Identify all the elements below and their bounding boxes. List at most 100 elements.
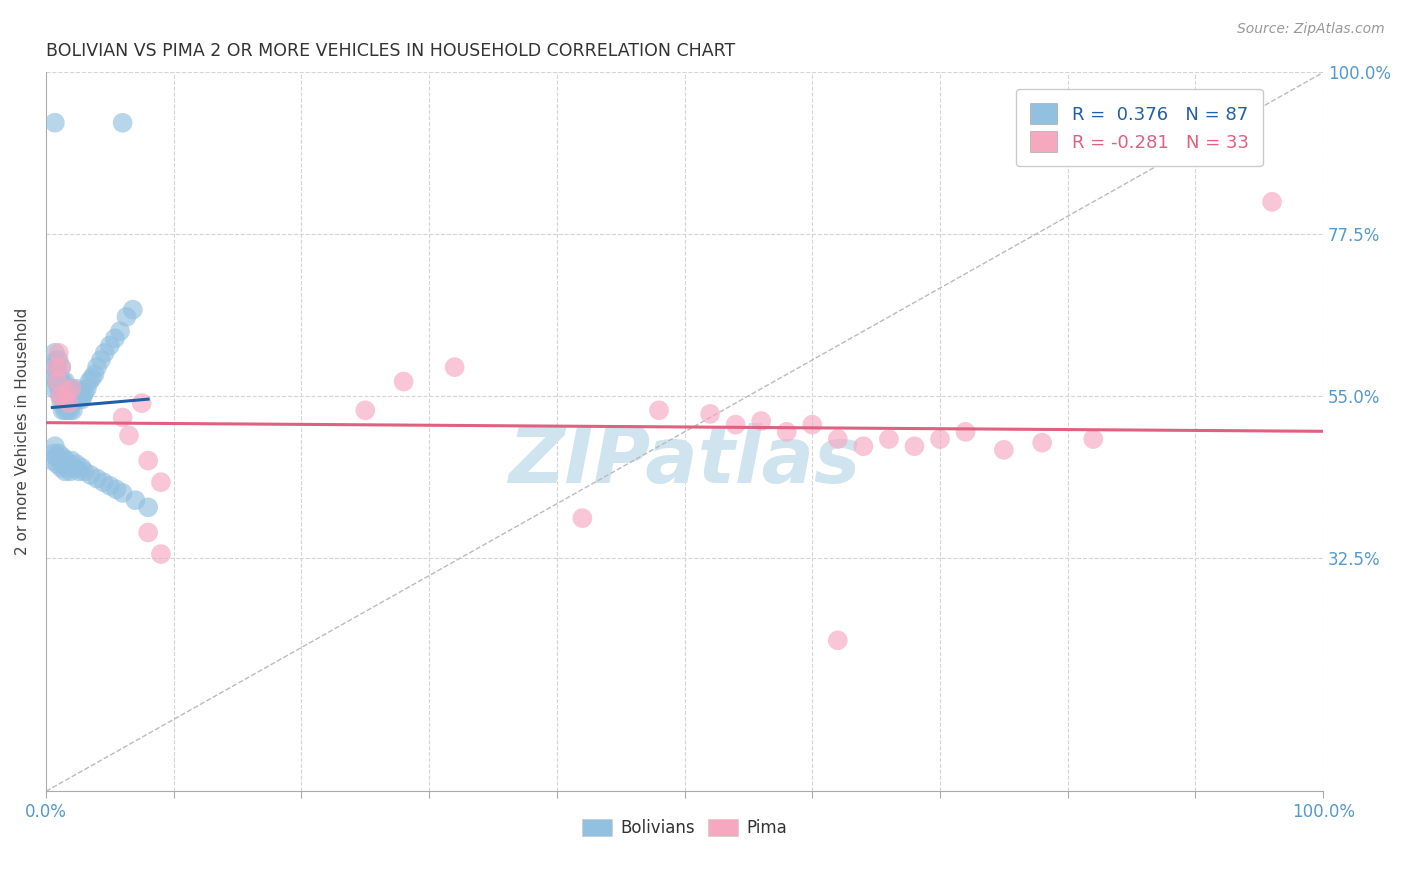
Point — [354, 403, 377, 417]
Point — [929, 432, 952, 446]
Point — [58, 396, 80, 410]
Point — [903, 439, 925, 453]
Point — [51, 396, 73, 410]
Point — [136, 500, 159, 515]
Point — [149, 547, 172, 561]
Point — [46, 375, 69, 389]
Point — [51, 460, 73, 475]
Point — [55, 385, 77, 400]
Point — [48, 353, 70, 368]
Point — [111, 116, 134, 130]
Point — [776, 425, 799, 439]
Point — [51, 360, 73, 375]
Point — [69, 385, 91, 400]
Point — [79, 375, 101, 389]
Point — [86, 360, 108, 375]
Point — [42, 446, 65, 460]
Point — [79, 467, 101, 482]
Point — [45, 353, 67, 368]
Point — [49, 389, 72, 403]
Point — [60, 396, 83, 410]
Text: BOLIVIAN VS PIMA 2 OR MORE VEHICLES IN HOUSEHOLD CORRELATION CHART: BOLIVIAN VS PIMA 2 OR MORE VEHICLES IN H… — [46, 42, 735, 60]
Point — [58, 396, 80, 410]
Point — [48, 345, 70, 359]
Point — [1031, 435, 1053, 450]
Point — [131, 396, 153, 410]
Point — [58, 382, 80, 396]
Point — [648, 403, 671, 417]
Point — [52, 403, 75, 417]
Point — [801, 417, 824, 432]
Point — [66, 392, 89, 407]
Point — [46, 457, 69, 471]
Point — [67, 464, 90, 478]
Point — [44, 345, 66, 359]
Point — [52, 450, 75, 464]
Point — [52, 392, 75, 407]
Point — [53, 403, 76, 417]
Point — [73, 464, 96, 478]
Point — [58, 457, 80, 471]
Point — [86, 472, 108, 486]
Point — [60, 382, 83, 396]
Point — [83, 368, 105, 382]
Point — [392, 375, 415, 389]
Point — [73, 385, 96, 400]
Point — [90, 353, 112, 368]
Point — [56, 389, 79, 403]
Point — [118, 428, 141, 442]
Y-axis label: 2 or more Vehicles in Household: 2 or more Vehicles in Household — [15, 309, 30, 556]
Legend: Bolivians, Pima: Bolivians, Pima — [575, 813, 794, 844]
Point — [136, 453, 159, 467]
Point — [42, 360, 65, 375]
Point — [48, 446, 70, 460]
Point — [51, 360, 73, 375]
Point — [55, 382, 77, 396]
Point — [104, 331, 127, 345]
Point — [48, 382, 70, 396]
Point — [93, 345, 115, 359]
Point — [53, 464, 76, 478]
Text: ZIPatlas: ZIPatlas — [509, 423, 860, 499]
Point — [44, 439, 66, 453]
Point — [98, 479, 121, 493]
Point — [571, 511, 593, 525]
Point — [55, 396, 77, 410]
Point — [877, 432, 900, 446]
Point — [108, 324, 131, 338]
Point — [46, 360, 69, 375]
Point — [41, 368, 63, 382]
Point — [60, 382, 83, 396]
Point — [852, 439, 875, 453]
Point — [67, 389, 90, 403]
Point — [124, 493, 146, 508]
Point — [65, 382, 87, 396]
Point — [115, 310, 138, 324]
Point — [52, 375, 75, 389]
Point — [111, 410, 134, 425]
Point — [111, 486, 134, 500]
Point — [45, 450, 67, 464]
Point — [93, 475, 115, 490]
Point — [49, 453, 72, 467]
Point — [53, 389, 76, 403]
Point — [44, 116, 66, 130]
Point — [51, 382, 73, 396]
Point — [53, 375, 76, 389]
Point — [993, 442, 1015, 457]
Point — [955, 425, 977, 439]
Point — [70, 392, 93, 407]
Point — [59, 389, 82, 403]
Point — [98, 338, 121, 352]
Point — [749, 414, 772, 428]
Point — [149, 475, 172, 490]
Point — [63, 392, 86, 407]
Point — [56, 460, 79, 475]
Point — [45, 375, 67, 389]
Point — [76, 382, 98, 396]
Point — [121, 302, 143, 317]
Point — [44, 382, 66, 396]
Point — [52, 457, 75, 471]
Point — [724, 417, 747, 432]
Point — [699, 407, 721, 421]
